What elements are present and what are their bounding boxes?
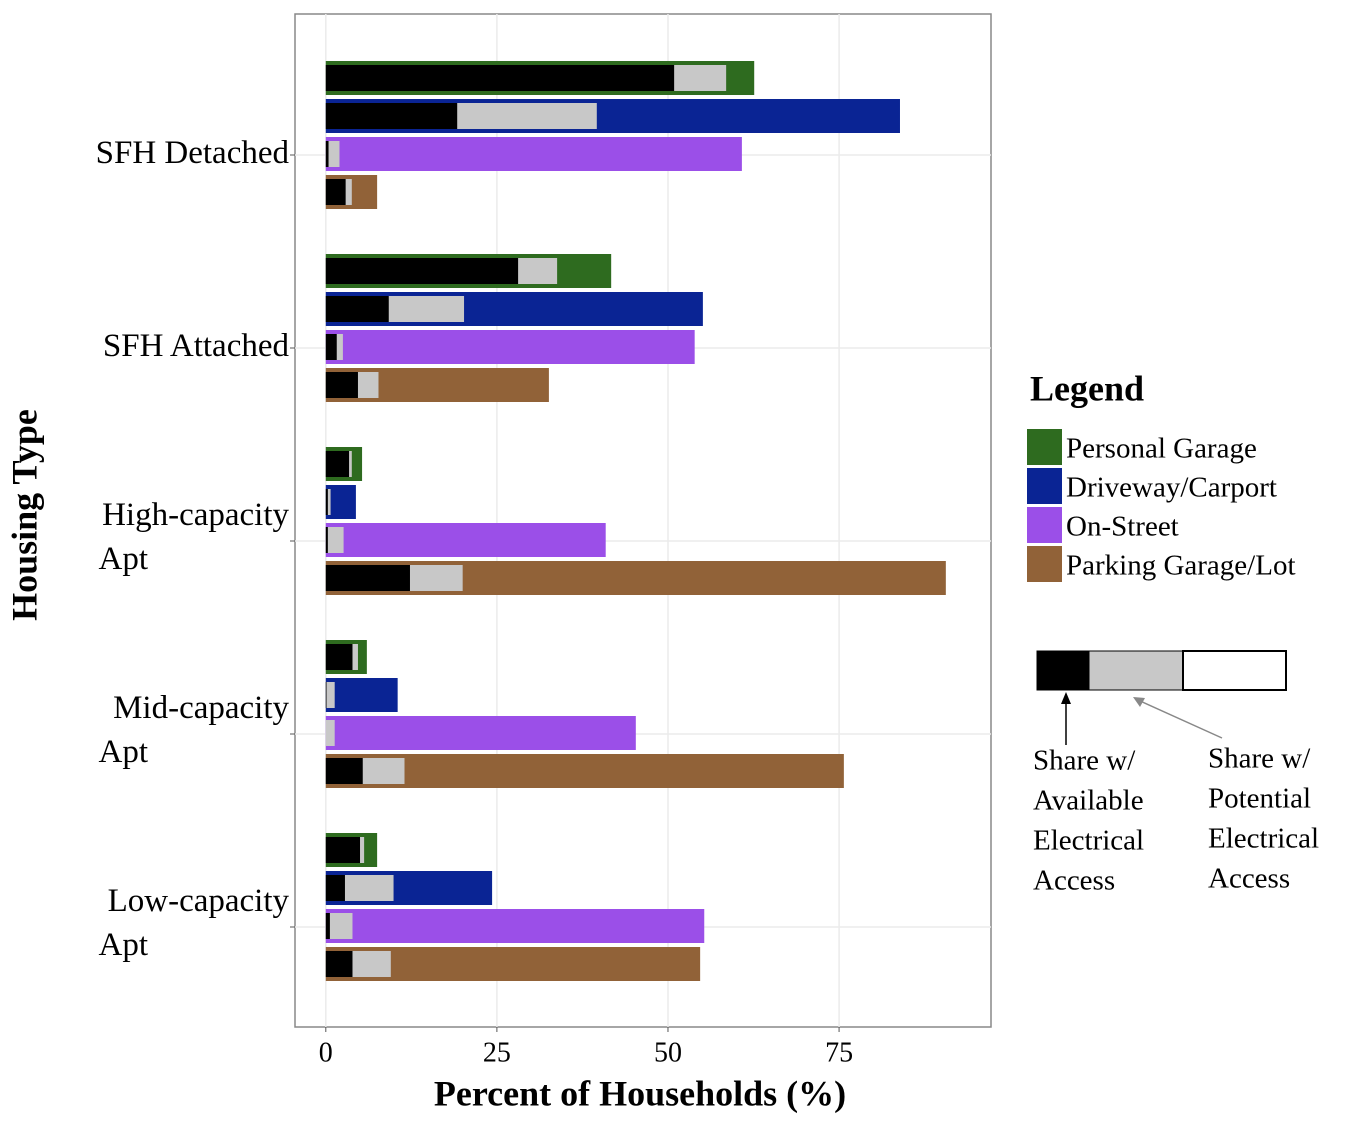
y-tick-label-line: Mid-capacity xyxy=(113,690,289,726)
y-tick-label-line: SFH Attached xyxy=(103,328,290,364)
bar xyxy=(325,137,742,171)
bar xyxy=(325,330,695,364)
available-bar xyxy=(325,682,327,708)
legend-swatch xyxy=(1027,429,1062,465)
legend-swatch xyxy=(1027,546,1062,582)
key-arrowhead xyxy=(1133,697,1145,707)
annotation: Access xyxy=(1033,865,1115,897)
potential-bar xyxy=(325,720,335,746)
available-bar xyxy=(325,837,361,863)
potential-bar xyxy=(325,527,344,553)
annotation: Share w/ xyxy=(1208,743,1311,775)
y-tick-label: Low-capacity Apt xyxy=(99,883,290,963)
x-axis-title: Percent of Households (%) xyxy=(434,1073,846,1113)
y-axis-title: Housing Type xyxy=(4,409,44,621)
y-tick-label: Mid-capacity Apt xyxy=(99,690,290,770)
annotation: Electrical xyxy=(1033,825,1144,857)
available-bar xyxy=(325,141,329,167)
x-tick-label: 0 xyxy=(319,1037,333,1068)
potential-bar xyxy=(325,141,340,167)
bar xyxy=(325,523,606,557)
potential-bar xyxy=(325,682,335,708)
potential-bar xyxy=(325,489,331,515)
legend-label: Parking Garage/Lot xyxy=(1066,550,1296,582)
available-bar xyxy=(325,875,345,901)
y-tick-label: SFH Detached xyxy=(96,135,290,171)
annotation: Access xyxy=(1208,863,1290,895)
annotation: Available xyxy=(1033,785,1144,817)
key-arrowhead xyxy=(1061,692,1071,704)
bar xyxy=(325,485,356,519)
y-tick-label: High-capacity Apt xyxy=(99,497,290,577)
key-arrow xyxy=(1137,699,1223,739)
key-potential xyxy=(1088,650,1184,691)
available-bar xyxy=(325,527,328,553)
potential-bar xyxy=(325,913,353,939)
legend-title: Legend xyxy=(1030,368,1144,408)
available-bar xyxy=(325,565,410,591)
y-tick-label: SFH Attached xyxy=(103,328,290,364)
annotation: Potential xyxy=(1208,783,1311,815)
y-tick-label-line: Apt xyxy=(99,927,149,963)
annotation: Electrical xyxy=(1208,823,1319,855)
y-tick-label-line: Apt xyxy=(99,734,149,770)
bar xyxy=(325,716,636,750)
y-tick-label-line: Apt xyxy=(99,541,149,577)
available-bar xyxy=(325,334,337,360)
y-tick-label-line: SFH Detached xyxy=(96,135,290,171)
bar xyxy=(325,754,844,788)
legend-swatch xyxy=(1027,507,1062,543)
bar xyxy=(325,909,705,943)
legend-label: Driveway/Carport xyxy=(1066,472,1277,504)
x-tick-label: 25 xyxy=(483,1037,511,1068)
annotation: Share w/ xyxy=(1033,745,1136,777)
available-bar xyxy=(325,179,346,205)
available-bar xyxy=(325,758,363,784)
access-key xyxy=(1036,650,1287,745)
plot-panel xyxy=(294,13,992,1028)
bar xyxy=(325,678,398,712)
legend-label: On-Street xyxy=(1066,511,1179,543)
available-bar xyxy=(325,103,458,129)
x-tick-label: 75 xyxy=(825,1037,853,1068)
available-bar xyxy=(325,258,519,284)
legend-label: Personal Garage xyxy=(1066,433,1257,465)
available-bar xyxy=(325,951,353,977)
x-tick-label: 50 xyxy=(654,1037,682,1068)
available-bar xyxy=(325,489,328,515)
available-bar xyxy=(325,451,350,477)
available-bar xyxy=(325,296,389,322)
available-bar xyxy=(325,913,330,939)
available-bar xyxy=(325,65,675,91)
key-available xyxy=(1036,650,1090,691)
available-bar xyxy=(325,372,358,398)
legend-swatch xyxy=(1027,468,1062,504)
available-bar xyxy=(325,644,353,670)
y-tick-label-line: High-capacity xyxy=(102,497,289,533)
key-total xyxy=(1182,650,1287,691)
y-tick-label-line: Low-capacity xyxy=(108,883,290,919)
